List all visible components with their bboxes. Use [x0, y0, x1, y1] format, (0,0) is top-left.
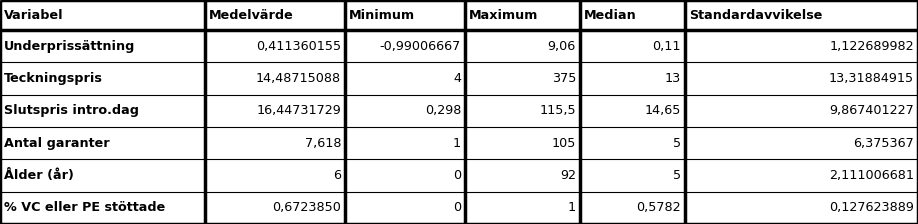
Text: 0,6723850: 0,6723850: [272, 201, 341, 214]
Text: 1: 1: [453, 137, 461, 150]
Text: 0,11: 0,11: [653, 40, 681, 53]
Text: Slutspris intro.dag: Slutspris intro.dag: [4, 104, 139, 117]
Text: 14,65: 14,65: [644, 104, 681, 117]
Text: Ålder (år): Ålder (år): [4, 169, 73, 182]
Text: Medelvärde: Medelvärde: [209, 9, 294, 22]
Text: 0,298: 0,298: [425, 104, 461, 117]
Text: 13: 13: [665, 72, 681, 85]
Text: 375: 375: [552, 72, 576, 85]
Text: 0: 0: [453, 169, 461, 182]
Text: 0,5782: 0,5782: [636, 201, 681, 214]
Text: 0: 0: [453, 201, 461, 214]
Text: 5: 5: [673, 169, 681, 182]
Text: 4: 4: [453, 72, 461, 85]
Text: Underprissättning: Underprissättning: [4, 40, 135, 53]
Text: 6: 6: [333, 169, 341, 182]
Text: Minimum: Minimum: [349, 9, 415, 22]
Text: % VC eller PE stöttade: % VC eller PE stöttade: [4, 201, 165, 214]
Text: Standardavvikelse: Standardavvikelse: [689, 9, 823, 22]
Text: 13,31884915: 13,31884915: [829, 72, 914, 85]
Text: 92: 92: [560, 169, 576, 182]
Text: 9,06: 9,06: [548, 40, 576, 53]
Text: 0,127623889: 0,127623889: [829, 201, 914, 214]
Text: 5: 5: [673, 137, 681, 150]
Text: 9,867401227: 9,867401227: [829, 104, 914, 117]
Text: 115,5: 115,5: [540, 104, 576, 117]
Text: 1: 1: [568, 201, 576, 214]
Text: Teckningspris: Teckningspris: [4, 72, 103, 85]
Text: 16,44731729: 16,44731729: [256, 104, 341, 117]
Text: 0,411360155: 0,411360155: [256, 40, 341, 53]
Text: -0,99006667: -0,99006667: [380, 40, 461, 53]
Text: Median: Median: [584, 9, 637, 22]
Text: 14,48715088: 14,48715088: [256, 72, 341, 85]
Text: 1,122689982: 1,122689982: [829, 40, 914, 53]
Text: 2,111006681: 2,111006681: [829, 169, 914, 182]
Text: Maximum: Maximum: [469, 9, 538, 22]
Text: 7,618: 7,618: [305, 137, 341, 150]
Text: Antal garanter: Antal garanter: [4, 137, 109, 150]
Text: Variabel: Variabel: [4, 9, 63, 22]
Text: 105: 105: [552, 137, 576, 150]
Text: 6,375367: 6,375367: [853, 137, 914, 150]
